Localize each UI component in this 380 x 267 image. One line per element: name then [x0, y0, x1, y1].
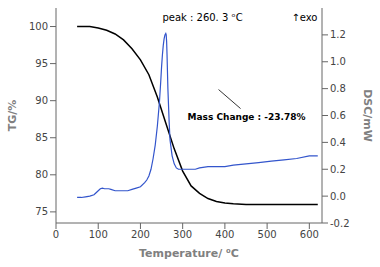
svg-text:85: 85	[35, 132, 48, 143]
svg-text:Mass Change : -23.78%: Mass Change : -23.78%	[188, 112, 306, 122]
svg-text:0.0: 0.0	[330, 191, 346, 202]
svg-text:90: 90	[35, 95, 48, 106]
svg-text:peak : 260. 3 ᵒC: peak : 260. 3 ᵒC	[162, 12, 242, 23]
svg-text:600: 600	[300, 229, 319, 240]
svg-text:100: 100	[29, 21, 48, 32]
svg-text:0: 0	[53, 229, 59, 240]
svg-text:1.2: 1.2	[330, 29, 346, 40]
svg-text:0.2: 0.2	[330, 164, 346, 175]
svg-text:200: 200	[131, 229, 150, 240]
svg-text:1.0: 1.0	[330, 56, 346, 67]
svg-text:↑exo: ↑exo	[291, 12, 317, 23]
svg-text:DSC/mW: DSC/mW	[361, 89, 372, 142]
svg-text:0.6: 0.6	[330, 110, 346, 121]
svg-text:80: 80	[35, 169, 48, 180]
svg-text:-0.2: -0.2	[330, 218, 350, 229]
svg-text:300: 300	[173, 229, 192, 240]
svg-text:0.8: 0.8	[330, 83, 346, 94]
svg-text:500: 500	[258, 229, 277, 240]
svg-text:100: 100	[89, 229, 108, 240]
svg-text:400: 400	[215, 229, 234, 240]
svg-text:Temperature/ ⁰C: Temperature/ ⁰C	[139, 247, 239, 260]
svg-text:95: 95	[35, 58, 48, 69]
svg-text:75: 75	[35, 206, 48, 217]
svg-text:0.4: 0.4	[330, 137, 346, 148]
svg-text:TG/%: TG/%	[8, 100, 19, 132]
